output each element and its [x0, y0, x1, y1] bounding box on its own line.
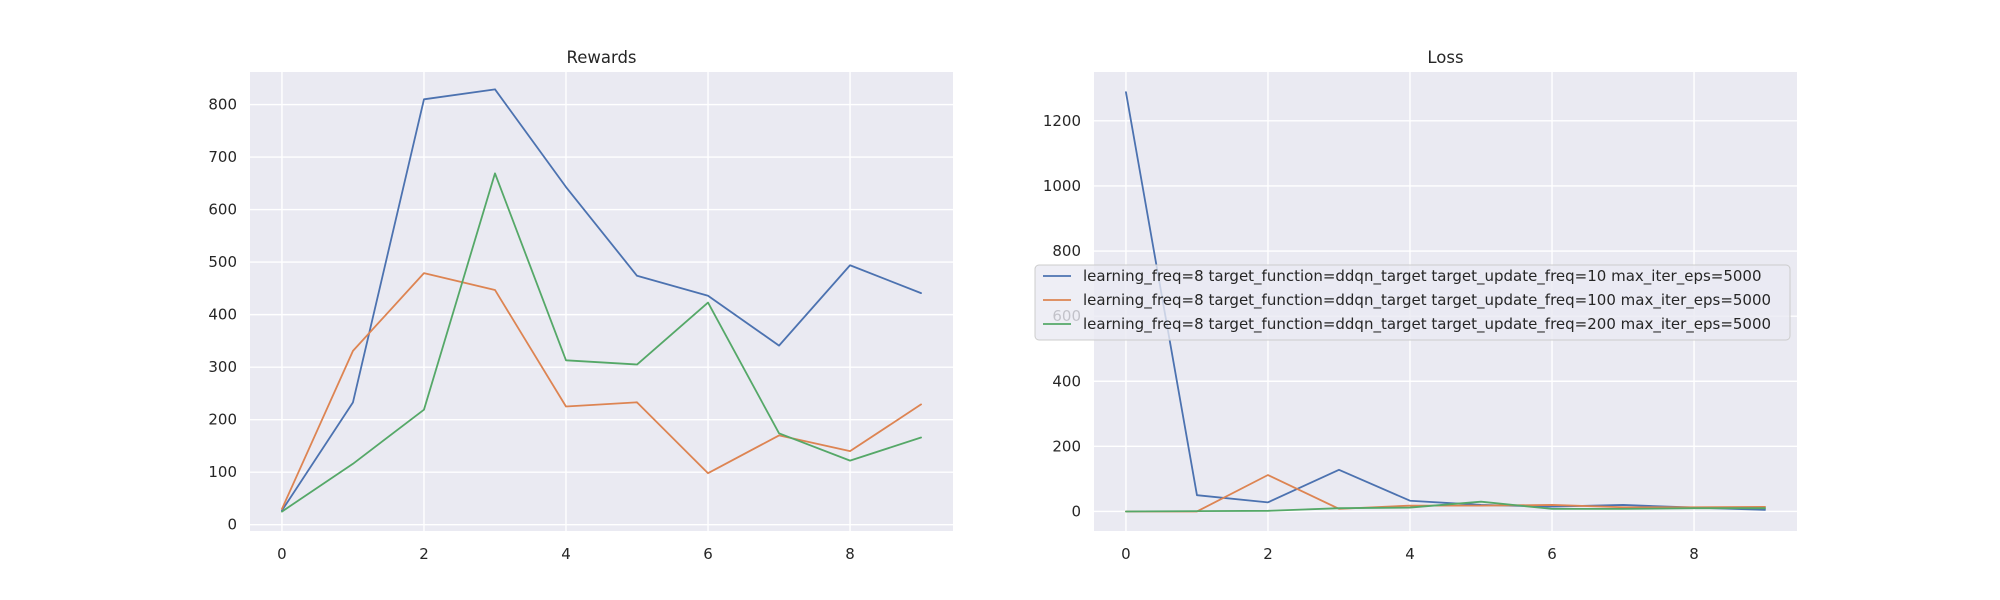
loss-series-line-2 — [1125, 474, 1766, 513]
loss-title: Loss — [1427, 48, 1463, 67]
loss-y-tick-label: 0 — [1071, 502, 1081, 520]
loss-x-tick-label: 8 — [1689, 545, 1699, 563]
loss-series-line-1 — [1125, 91, 1766, 511]
rewards-y-gridlines — [250, 103, 953, 526]
rewards-x-gridlines — [281, 72, 851, 531]
rewards-y-tick-label: 300 — [208, 358, 237, 376]
legend-entry: learning_freq=8 target_function=ddqn_tar… — [1043, 315, 1771, 334]
legend-entry: learning_freq=8 target_function=ddqn_tar… — [1043, 267, 1762, 286]
legend-entry: learning_freq=8 target_function=ddqn_tar… — [1043, 291, 1771, 310]
rewards-x-tick-labels: 0 2 4 6 8 — [277, 545, 855, 563]
rewards-title: Rewards — [566, 48, 636, 67]
loss-x-tick-label: 6 — [1547, 545, 1557, 563]
rewards-x-tick-label: 2 — [419, 545, 429, 563]
loss-y-tick-labels: 020040060080010001200 — [1043, 112, 1081, 521]
legend: learning_freq=8 target_function=ddqn_tar… — [1034, 264, 1791, 341]
rewards-y-tick-label: 0 — [227, 516, 237, 534]
loss-series-line-3 — [1125, 500, 1766, 513]
loss-x-tick-label: 2 — [1263, 545, 1273, 563]
rewards-x-tick-label: 4 — [561, 545, 571, 563]
rewards-y-tick-labels: 0 100 200 300 400 500 600 700 800 — [208, 96, 237, 534]
rewards-series-line-1 — [281, 88, 922, 512]
loss-y-tick-label: 800 — [1052, 242, 1081, 260]
rewards-x-tick-label: 8 — [845, 545, 855, 563]
rewards-y-tick-label: 600 — [208, 201, 237, 219]
loss-y-tick-label: 1200 — [1043, 112, 1081, 130]
loss-y-gridlines — [1094, 120, 1797, 513]
rewards-y-tick-label: 200 — [208, 411, 237, 429]
rewards-series-line-3 — [281, 172, 922, 513]
rewards-y-tick-label: 400 — [208, 306, 237, 324]
legend-box — [1034, 264, 1791, 341]
loss-x-tick-label: 4 — [1405, 545, 1415, 563]
rewards-y-tick-label: 100 — [208, 463, 237, 481]
rewards-y-tick-label: 700 — [208, 148, 237, 166]
loss-x-tick-labels: 0 2 4 6 8 — [1121, 545, 1699, 563]
legend-label: learning_freq=8 target_function=ddqn_tar… — [1083, 267, 1762, 286]
legend-label: learning_freq=8 target_function=ddqn_tar… — [1083, 315, 1771, 334]
rewards-x-tick-label: 0 — [277, 545, 287, 563]
loss-series — [1125, 91, 1766, 513]
rewards-series — [281, 88, 922, 513]
rewards-chart: 0 2 4 6 8 0 100 200 300 400 500 600 700 800 Rewards — [208, 48, 953, 563]
loss-y-tick-label: 1000 — [1043, 177, 1081, 195]
rewards-x-tick-label: 6 — [703, 545, 713, 563]
rewards-y-tick-label: 500 — [208, 253, 237, 271]
loss-y-tick-label: 200 — [1052, 437, 1081, 455]
loss-y-tick-label: 400 — [1052, 372, 1081, 390]
legend-label: learning_freq=8 target_function=ddqn_tar… — [1083, 291, 1771, 310]
rewards-series-line-2 — [281, 272, 922, 510]
loss-x-tick-label: 0 — [1121, 545, 1131, 563]
rewards-y-tick-label: 800 — [208, 96, 237, 114]
